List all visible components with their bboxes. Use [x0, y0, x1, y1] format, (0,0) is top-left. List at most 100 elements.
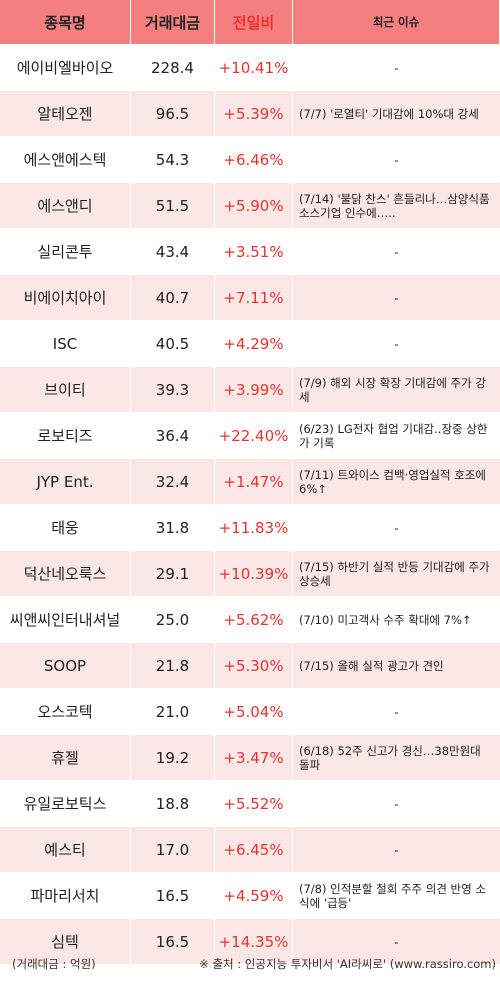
table-row: 씨앤씨인터내셔널 25.0 +5.62% (7/10) 미고객사 수주 확대에 7%↑: [0, 597, 500, 643]
table-row: 브이티 39.3 +3.99% (7/9) 해외 시장 확장 기대감에 주가 강세: [0, 367, 500, 413]
trading-value: 16.5: [131, 873, 215, 918]
change-percent: +5.39%: [215, 91, 293, 136]
source-note: ※ 출처 : 인공지능 투자비서 'AI라씨로' (www.rassiro.co…: [199, 957, 496, 971]
recent-issue: -: [293, 689, 500, 734]
table-row: JYP Ent. 32.4 +1.47% (7/11) 트와이스 컴백·영업실적 호조…: [0, 459, 500, 505]
table-row: 실리콘투 43.4 +3.51% -: [0, 229, 500, 275]
trading-value: 40.7: [131, 275, 215, 320]
trading-value: 54.3: [131, 137, 215, 182]
recent-issue: -: [293, 827, 500, 872]
stock-name: 브이티: [0, 367, 131, 412]
table-row: 태웅 31.8 +11.83% -: [0, 505, 500, 551]
table-row: 에이비엘바이오 228.4 +10.41% -: [0, 45, 500, 91]
table-row: 유일로보틱스 18.8 +5.52% -: [0, 781, 500, 827]
change-percent: +3.47%: [215, 735, 293, 780]
recent-issue: -: [293, 919, 500, 964]
recent-issue: (7/14) '불닭 찬스' 흔들리나…삼양식품 소스기업 인수에…..: [293, 183, 500, 228]
trading-value: 17.0: [131, 827, 215, 872]
recent-issue: (7/10) 미고객사 수주 확대에 7%↑: [293, 597, 500, 642]
table-row: 에스앤에스텍 54.3 +6.46% -: [0, 137, 500, 183]
table-row: 오스코텍 21.0 +5.04% -: [0, 689, 500, 735]
recent-issue: -: [293, 229, 500, 274]
recent-issue: -: [293, 275, 500, 320]
trading-value: 228.4: [131, 45, 215, 90]
table-row: ISC 40.5 +4.29% -: [0, 321, 500, 367]
stock-name: 알테오젠: [0, 91, 131, 136]
trading-value: 32.4: [131, 459, 215, 504]
recent-issue: -: [293, 781, 500, 826]
stock-name: 예스티: [0, 827, 131, 872]
table-row: 파마리서치 16.5 +4.59% (7/8) 인적분할 철회 주주 의견 반영 소식…: [0, 873, 500, 919]
change-percent: +5.90%: [215, 183, 293, 228]
header-trading-value: 거래대금: [131, 0, 215, 44]
stock-name: 비에이치아이: [0, 275, 131, 320]
recent-issue: (7/8) 인적분할 철회 주주 의견 반영 소식에 '급등': [293, 873, 500, 918]
change-percent: +11.83%: [215, 505, 293, 550]
change-percent: +3.99%: [215, 367, 293, 412]
table-row: 비에이치아이 40.7 +7.11% -: [0, 275, 500, 321]
recent-issue: -: [293, 321, 500, 366]
trading-value: 40.5: [131, 321, 215, 366]
stock-name: 심텍: [0, 919, 131, 964]
stock-name: 태웅: [0, 505, 131, 550]
trading-value: 39.3: [131, 367, 215, 412]
change-percent: +5.52%: [215, 781, 293, 826]
change-percent: +5.30%: [215, 643, 293, 688]
change-percent: +6.45%: [215, 827, 293, 872]
change-percent: +6.46%: [215, 137, 293, 182]
trading-value: 31.8: [131, 505, 215, 550]
recent-issue: -: [293, 505, 500, 550]
header-change: 전일비: [215, 0, 293, 44]
table-row: 휴젤 19.2 +3.47% (6/18) 52주 신고가 경신…38만원대 돌파: [0, 735, 500, 781]
table-body: 에이비엘바이오 228.4 +10.41% - 알테오젠 96.5 +5.39% (7/7) …: [0, 45, 500, 965]
trading-value: 36.4: [131, 413, 215, 458]
trading-value: 96.5: [131, 91, 215, 136]
trading-value: 19.2: [131, 735, 215, 780]
table-row: SOOP 21.8 +5.30% (7/15) 올해 실적 광고가 견인: [0, 643, 500, 689]
stock-name: 오스코텍: [0, 689, 131, 734]
stock-name: 덕산네오룩스: [0, 551, 131, 596]
trading-value: 21.8: [131, 643, 215, 688]
change-percent: +7.11%: [215, 275, 293, 320]
recent-issue: (7/15) 올해 실적 광고가 견인: [293, 643, 500, 688]
change-percent: +14.35%: [215, 919, 293, 964]
recent-issue: (6/23) LG전자 협업 기대감..장중 상한가 기록: [293, 413, 500, 458]
stock-name: JYP Ent.: [0, 459, 131, 504]
change-percent: +5.04%: [215, 689, 293, 734]
change-percent: +1.47%: [215, 459, 293, 504]
table-row: 에스앤디 51.5 +5.90% (7/14) '불닭 찬스' 흔들리나…삼양식품 소…: [0, 183, 500, 229]
trading-value: 25.0: [131, 597, 215, 642]
change-percent: +4.29%: [215, 321, 293, 366]
stock-name: 휴젤: [0, 735, 131, 780]
trading-value: 43.4: [131, 229, 215, 274]
table-row: 알테오젠 96.5 +5.39% (7/7) '로열티' 기대감에 10%대 강세: [0, 91, 500, 137]
recent-issue: -: [293, 137, 500, 182]
table-row: 덕산네오룩스 29.1 +10.39% (7/15) 하반기 실적 반등 기대감에 주…: [0, 551, 500, 597]
change-percent: +10.41%: [215, 45, 293, 90]
stock-name: SOOP: [0, 643, 131, 688]
stock-name: ISC: [0, 321, 131, 366]
stock-name: 실리콘투: [0, 229, 131, 274]
recent-issue: (7/9) 해외 시장 확장 기대감에 주가 강세: [293, 367, 500, 412]
stock-name: 유일로보틱스: [0, 781, 131, 826]
trading-value: 16.5: [131, 919, 215, 964]
recent-issue: (6/18) 52주 신고가 경신…38만원대 돌파: [293, 735, 500, 780]
trading-value: 18.8: [131, 781, 215, 826]
table-row: 예스티 17.0 +6.45% -: [0, 827, 500, 873]
stock-name: 로보티즈: [0, 413, 131, 458]
header-issue: 최근 이슈: [293, 0, 500, 44]
table-row: 심텍 16.5 +14.35% -: [0, 919, 500, 965]
footer: (거래대금 : 억원) ※ 출처 : 인공지능 투자비서 'AI라씨로' (ww…: [0, 956, 500, 976]
stock-name: 씨앤씨인터내셔널: [0, 597, 131, 642]
table-row: 로보티즈 36.4 +22.40% (6/23) LG전자 협업 기대감..장중 상한…: [0, 413, 500, 459]
recent-issue: (7/11) 트와이스 컴백·영업실적 호조에 6%↑: [293, 459, 500, 504]
trading-value: 51.5: [131, 183, 215, 228]
trading-value: 29.1: [131, 551, 215, 596]
change-percent: +5.62%: [215, 597, 293, 642]
stock-name: 에이비엘바이오: [0, 45, 131, 90]
recent-issue: (7/15) 하반기 실적 반등 기대감에 주가 상승세: [293, 551, 500, 596]
trading-value: 21.0: [131, 689, 215, 734]
change-percent: +4.59%: [215, 873, 293, 918]
unit-note: (거래대금 : 억원): [12, 957, 96, 971]
